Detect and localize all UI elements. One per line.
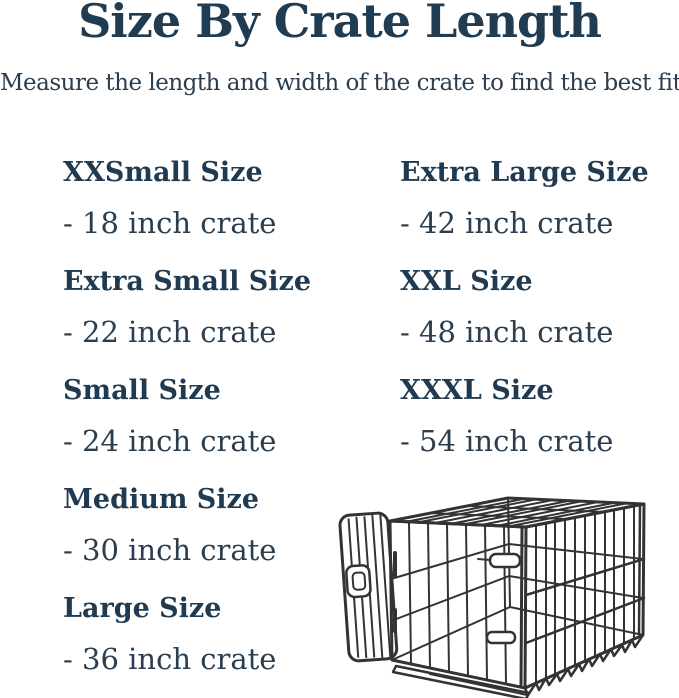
size-entry-large: Large Size - 36 inch crate — [63, 593, 311, 677]
size-entry-xxsmall: XXSmall Size - 18 inch crate — [63, 157, 311, 241]
size-name: XXSmall Size — [63, 157, 263, 188]
crate-length: - 24 inch crate — [63, 424, 277, 458]
crate-tray — [393, 666, 529, 698]
door-handle-icon — [346, 565, 371, 598]
crate-side-face — [525, 504, 644, 688]
crate-illustration — [330, 468, 679, 698]
size-list-right: Extra Large Size - 42 inch crate XXL Siz… — [400, 158, 649, 485]
size-name: Extra Small Size — [63, 266, 312, 297]
crate-length: - 54 inch crate — [400, 424, 614, 458]
crate-length: - 42 inch crate — [400, 206, 614, 240]
crate-length: - 30 inch crate — [63, 533, 277, 567]
crate-base-sawtooth — [525, 635, 643, 695]
size-entry-xxxl: XXXL Size - 54 inch crate — [400, 375, 649, 459]
crate-length: - 18 inch crate — [63, 206, 277, 240]
size-name: Large Size — [63, 593, 222, 624]
size-entry-extra-small: Extra Small Size - 22 inch crate — [63, 266, 312, 350]
crate-length: - 36 inch crate — [63, 642, 277, 676]
size-name: XXL Size — [400, 266, 533, 297]
size-entry-small: Small Size - 24 inch crate — [63, 375, 311, 459]
size-entry-medium: Medium Size - 30 inch crate — [63, 484, 311, 568]
page-title: Size By Crate Length — [78, 0, 602, 48]
size-entry-extra-large: Extra Large Size - 42 inch crate — [400, 157, 649, 241]
size-name: Extra Large Size — [400, 157, 649, 188]
crate-length: - 22 inch crate — [63, 315, 277, 349]
size-name: Medium Size — [63, 484, 260, 515]
size-name: XXXL Size — [400, 375, 554, 406]
door-latch-icon — [478, 554, 520, 643]
crate-inner-walls — [391, 498, 643, 660]
subtitle: Measure the length and width of the crat… — [0, 70, 679, 96]
crate-length: - 48 inch crate — [400, 315, 614, 349]
crate-open-door — [339, 512, 397, 661]
size-entry-xxl: XXL Size - 48 inch crate — [400, 266, 649, 350]
size-list-left: XXSmall Size - 18 inch crate Extra Small… — [63, 158, 311, 698]
size-name: Small Size — [63, 375, 221, 406]
